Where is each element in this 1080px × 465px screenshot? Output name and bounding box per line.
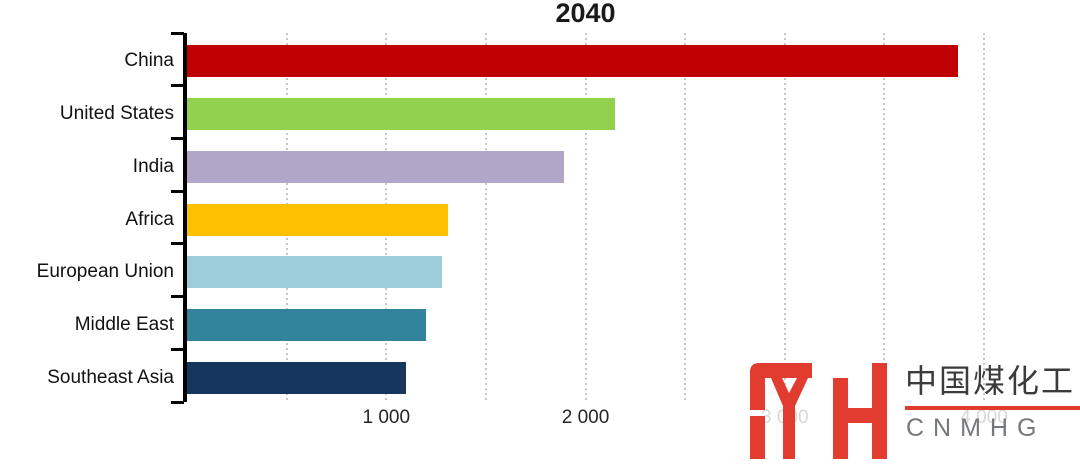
y-axis-line — [183, 33, 187, 402]
bar-india — [187, 150, 564, 183]
category-label-united-states: United States — [59, 103, 174, 125]
gridline — [983, 33, 985, 402]
cnmhg-logo: 中国煤化工 CNMHG — [748, 360, 1080, 465]
category-label-africa: Africa — [125, 208, 174, 230]
category-label-china: China — [124, 50, 174, 72]
category-label-southeast-asia: Southeast Asia — [47, 366, 174, 388]
mh-monogram-icon — [750, 363, 887, 459]
y-axis-tick — [171, 84, 184, 88]
bar-africa — [187, 203, 448, 236]
bar-china — [187, 45, 958, 78]
bar-european-union — [187, 256, 442, 289]
logo-underline — [905, 406, 1080, 410]
y-axis-tick — [171, 347, 184, 351]
logo-chinese-text: 中国煤化工 — [905, 363, 1076, 399]
category-label-india: India — [132, 155, 174, 177]
gridline — [684, 33, 687, 402]
bar-middle-east — [187, 308, 426, 341]
y-axis-tick — [171, 295, 184, 299]
bar-southeast-asia — [187, 361, 406, 394]
y-axis-tick — [171, 31, 184, 35]
gridline — [883, 33, 886, 402]
y-axis-tick — [171, 136, 184, 140]
x-tick-label: 2 000 — [561, 407, 610, 428]
y-axis-tick — [171, 400, 184, 404]
y-axis-tick — [171, 242, 184, 246]
category-label-european-union: European Union — [36, 261, 174, 283]
logo-latin-text: CNMHG — [906, 414, 1046, 442]
x-tick-label: 1 000 — [362, 407, 411, 428]
category-label-middle-east: Middle East — [74, 313, 174, 335]
gridline — [584, 33, 587, 402]
y-axis-tick — [171, 189, 184, 193]
chart-title: 2040 — [555, 0, 616, 28]
x-tick-label: 4 000 — [960, 407, 1008, 428]
gridline — [484, 33, 487, 402]
bar-united-states — [187, 98, 615, 131]
gridline — [783, 33, 786, 402]
